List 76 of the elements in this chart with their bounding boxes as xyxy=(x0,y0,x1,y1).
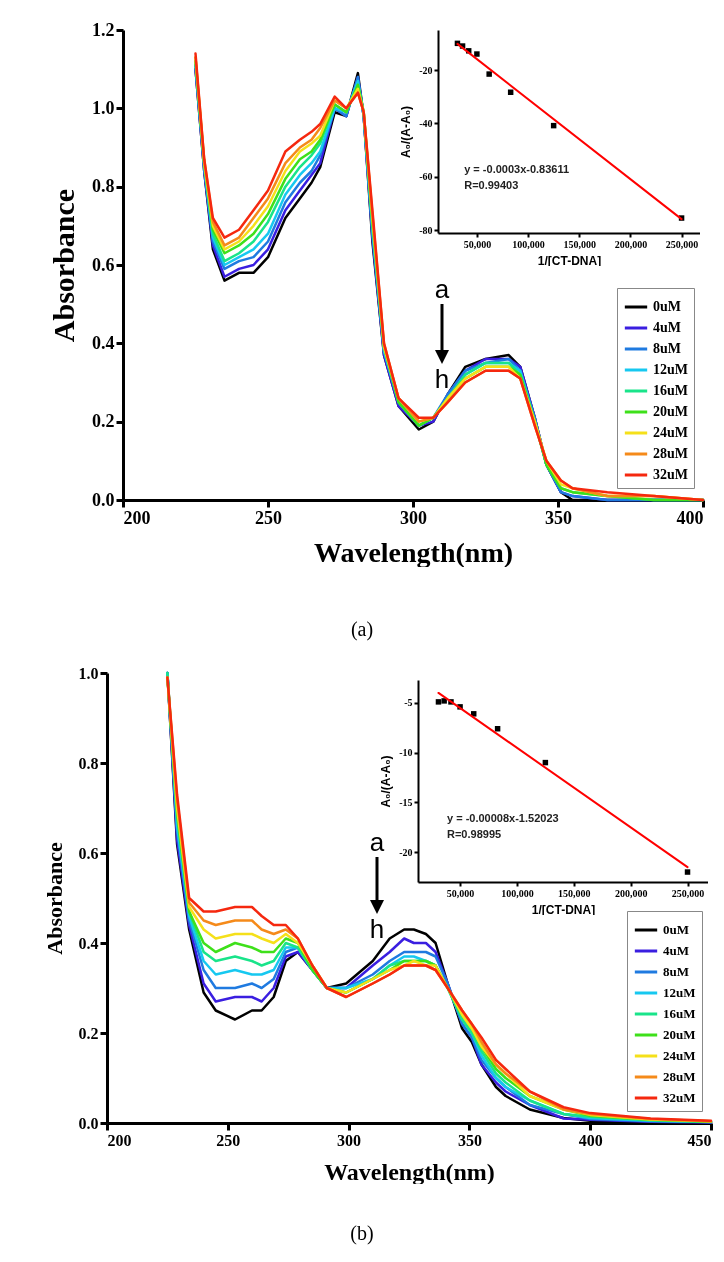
x-tick-label: 450 xyxy=(687,1131,712,1149)
x-tick-label: 200 xyxy=(123,507,151,528)
x-tick-label: 400 xyxy=(578,1131,603,1149)
x-tick-label: 150,000 xyxy=(558,887,591,899)
annotation: R=0.99403 xyxy=(464,179,519,192)
y-tick-label: -20 xyxy=(399,846,413,858)
legend-label: 0uM xyxy=(663,922,689,937)
y-axis-title: Absorbance xyxy=(41,842,67,955)
x-tick-label: 50,000 xyxy=(463,238,492,250)
x-tick-label: 250 xyxy=(216,1131,241,1149)
x-tick-label: 250,000 xyxy=(665,238,699,250)
legend-label: 4uM xyxy=(653,320,681,335)
legend-label: 8uM xyxy=(653,341,681,356)
x-tick-label: 100,000 xyxy=(501,887,534,899)
legend-label: 12uM xyxy=(663,985,696,1000)
y-tick-label: 0.8 xyxy=(78,754,99,772)
y-tick-label: 0.0 xyxy=(92,489,115,510)
y-tick-label: 0.0 xyxy=(78,1114,99,1132)
y-tick-label: -60 xyxy=(419,171,433,183)
legend-label: 16uM xyxy=(653,383,688,398)
legend-label: 12uM xyxy=(653,362,688,377)
x-tick-label: 350 xyxy=(457,1131,482,1149)
annotation: y = -0.00008x-1.52023 xyxy=(447,812,559,825)
y-tick-label: -10 xyxy=(399,747,413,759)
annotation: R=0.98995 xyxy=(447,828,502,841)
legend-label: 0uM xyxy=(653,299,681,314)
y-tick-label: 1.0 xyxy=(92,97,115,118)
x-tick-label: 300 xyxy=(337,1131,362,1149)
legend-label: 20uM xyxy=(663,1027,696,1042)
y-tick-label: 1.0 xyxy=(78,664,99,682)
legend-label: 8uM xyxy=(663,964,689,979)
y-tick-label: 0.6 xyxy=(92,254,115,275)
legend-label: 20uM xyxy=(653,404,688,419)
x-tick-label: 200 xyxy=(107,1131,132,1149)
x-tick-label: 300 xyxy=(400,507,427,528)
y-axis-title: A₀/(A-A₀) xyxy=(379,755,394,808)
annotation: a xyxy=(369,827,385,857)
x-axis-title: Wavelength(nm) xyxy=(324,1158,495,1185)
x-tick-label: 250,000 xyxy=(671,887,705,899)
y-tick-label: 0.2 xyxy=(92,411,115,432)
annotation: a xyxy=(434,274,450,304)
legend-label: 28uM xyxy=(653,446,688,461)
x-axis-title: Wavelength(nm) xyxy=(313,536,514,568)
x-tick-label: 200,000 xyxy=(614,887,648,899)
y-axis-title: Absorbance xyxy=(47,188,80,343)
y-tick-label: 0.2 xyxy=(78,1024,99,1042)
y-tick-label: -15 xyxy=(399,796,413,808)
annotation: h xyxy=(434,364,450,394)
x-tick-label: 50,000 xyxy=(446,887,475,899)
annotation: y = -0.0003x-0.83611 xyxy=(464,163,570,176)
y-tick-label: 1.2 xyxy=(92,19,115,40)
y-tick-label: 0.4 xyxy=(92,332,115,353)
x-tick-label: 150,000 xyxy=(563,238,596,250)
annotation: h xyxy=(369,914,385,944)
x-tick-label: 400 xyxy=(676,507,704,528)
text: (b) xyxy=(349,1222,375,1245)
y-axis-title: A₀/(A-A₀) xyxy=(399,105,414,159)
legend-label: 16uM xyxy=(663,1006,696,1021)
x-tick-label: 200,000 xyxy=(614,238,648,250)
legend-label: 28uM xyxy=(663,1069,696,1084)
y-tick-label: -40 xyxy=(419,117,433,129)
y-tick-label: 0.8 xyxy=(92,176,115,197)
y-tick-label: 0.4 xyxy=(78,934,99,952)
legend-label: 24uM xyxy=(663,1048,696,1063)
legend-label: 32uM xyxy=(663,1090,696,1105)
legend-label: 32uM xyxy=(653,467,688,482)
legend-label: 4uM xyxy=(663,943,689,958)
x-tick-label: 250 xyxy=(255,507,282,528)
x-tick-label: 350 xyxy=(545,507,572,528)
text: (a) xyxy=(349,618,375,641)
y-tick-label: -5 xyxy=(404,697,413,709)
y-tick-label: -80 xyxy=(419,224,433,236)
y-tick-label: -20 xyxy=(419,64,433,76)
legend-label: 24uM xyxy=(653,425,688,440)
x-tick-label: 100,000 xyxy=(512,238,545,250)
y-tick-label: 0.6 xyxy=(78,844,99,862)
